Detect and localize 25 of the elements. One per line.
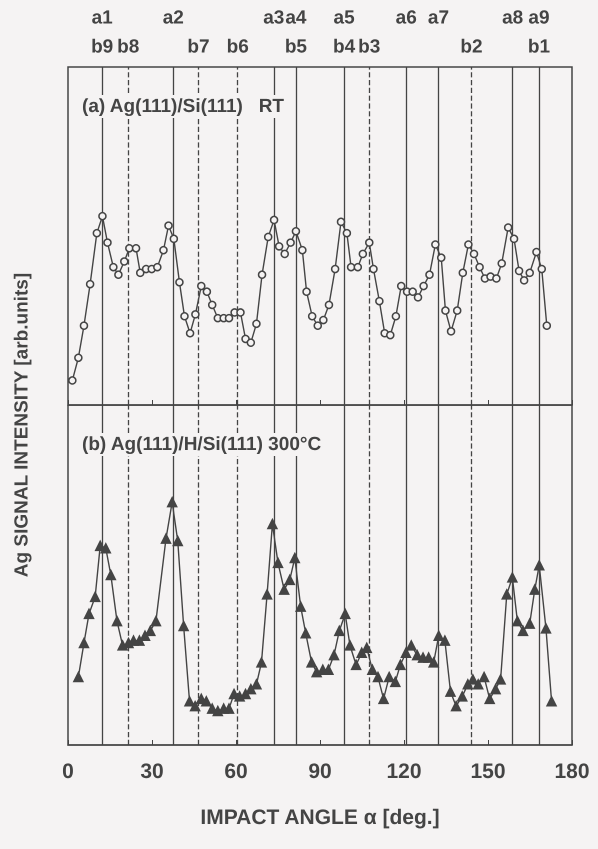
ref-line-label: a7 <box>428 8 450 28</box>
ref-line-label: a6 <box>396 8 417 28</box>
chart-title: (a) Ag(111)/Si(111) RT <box>82 96 284 117</box>
ref-line-label: b2 <box>460 36 483 58</box>
ref-line-label: a4 b5 <box>284 8 308 58</box>
x-axis-title: IMPACT ANGLE α [deg.] <box>200 806 440 829</box>
x-tick-label: 150 <box>470 760 506 783</box>
ref-line-label: a2 <box>162 8 184 28</box>
x-tick-label: 90 <box>308 760 332 783</box>
ref-line-label: b8 <box>117 36 140 58</box>
ref-line-label: a1 b9 <box>91 8 114 58</box>
chart-title: (b) Ag(111)/H/Si(111) 300°C <box>82 434 322 455</box>
ref-line-label: b3 <box>358 36 380 58</box>
ref-line-label: a5 b4 <box>332 8 356 58</box>
x-tick-label: 120 <box>386 760 422 783</box>
ref-line-label: a8 <box>502 8 524 28</box>
ref-line-label: a3 <box>263 8 284 28</box>
x-tick-label: 30 <box>140 760 164 783</box>
x-tick-label: 180 <box>554 760 590 783</box>
ref-line-label: a9 b1 <box>528 8 550 58</box>
ref-line-label: b6 <box>226 36 249 58</box>
y-axis-title: Ag SIGNAL INTENSITY [arb.units] <box>12 272 32 578</box>
ref-line-label: b7 <box>187 36 210 58</box>
x-tick-label: 0 <box>62 760 74 783</box>
x-tick-label: 60 <box>224 760 248 783</box>
